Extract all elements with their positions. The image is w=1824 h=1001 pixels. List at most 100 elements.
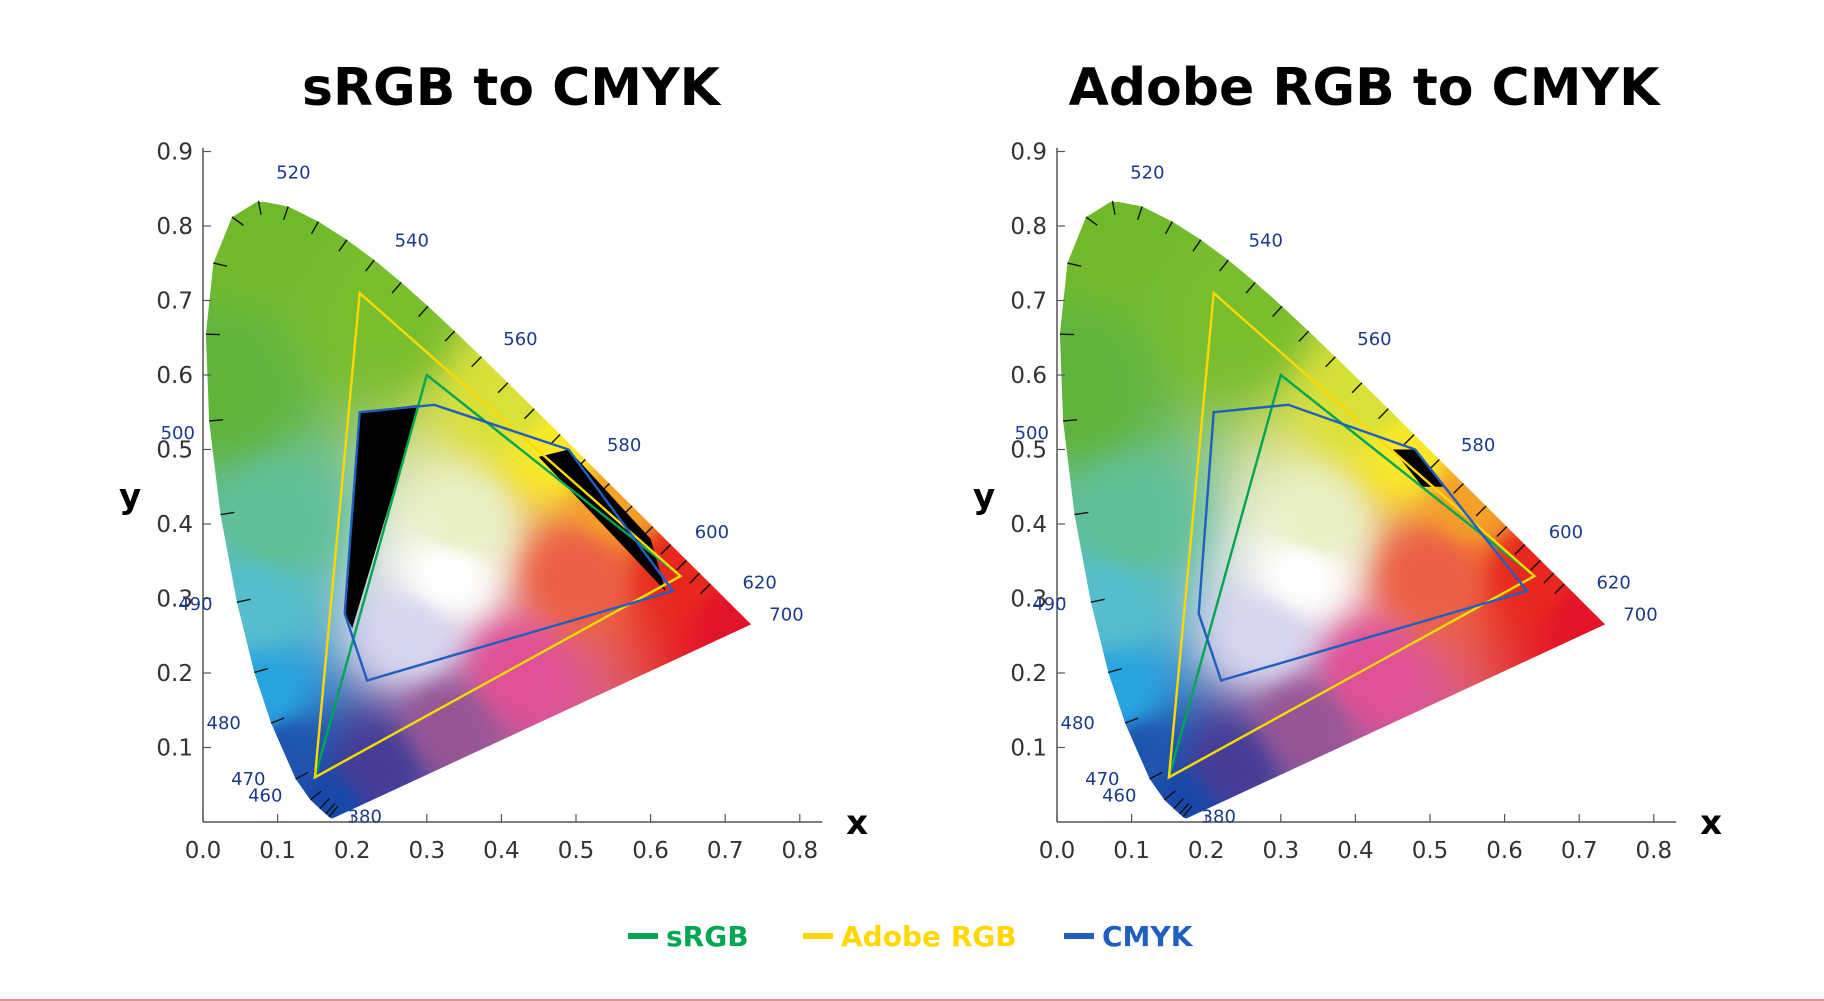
- y-tick-label: 0.8: [156, 214, 193, 240]
- wavelength-tick: [236, 598, 251, 603]
- wavelength-label-500: 500: [161, 423, 195, 444]
- gamut-outline-cmyk: [1197, 403, 1530, 682]
- wavelength-tick: [1428, 458, 1440, 470]
- wavelength-label-700: 700: [769, 605, 803, 626]
- wavelength-label-600: 600: [1549, 522, 1583, 543]
- wavelength-label-560: 560: [503, 329, 537, 350]
- wavelength-tick: [523, 408, 535, 420]
- y-axis-label: y: [973, 477, 995, 517]
- wavelength-tick: [1475, 505, 1487, 517]
- wavelength-tick: [1136, 206, 1143, 220]
- y-tick-label: 0.1: [1010, 736, 1047, 762]
- x-tick-label: 0.4: [1337, 838, 1374, 864]
- wavelength-tick: [1351, 382, 1363, 394]
- wavelength-label-520: 520: [1130, 163, 1164, 184]
- y-tick-label: 0.3: [156, 587, 193, 613]
- wavelength-tick: [1163, 790, 1176, 801]
- y-tick-label: 0.5: [1010, 438, 1047, 464]
- wavelength-tick: [549, 433, 561, 445]
- y-tick-label: 0.7: [1010, 289, 1047, 315]
- x-axis-label: x: [846, 803, 868, 843]
- wavelength-tick: [660, 543, 672, 555]
- wavelength-tick: [254, 667, 268, 674]
- x-tick-label: 0.6: [632, 838, 669, 864]
- bottom-divider: [0, 999, 1824, 1001]
- wavelength-tick: [282, 206, 289, 220]
- y-tick-label: 0.9: [1010, 140, 1047, 166]
- x-tick-label: 0.8: [782, 838, 819, 864]
- y-tick-label: 0.4: [1010, 512, 1047, 538]
- wavelength-tick: [689, 572, 701, 584]
- wavelength-tick: [309, 790, 322, 801]
- wavelength-label-560: 560: [1357, 329, 1391, 350]
- wavelength-tick: [257, 200, 262, 215]
- wavelength-tick: [1530, 559, 1542, 571]
- wavelength-tick: [231, 216, 244, 226]
- y-tick-label: 0.6: [156, 363, 193, 389]
- legend: sRGB Adobe RGB CMYK: [0, 916, 1824, 956]
- wavelength-tick: [310, 221, 320, 235]
- x-tick-label: 0.7: [1561, 838, 1598, 864]
- wavelength-tick: [1164, 221, 1174, 235]
- wavelength-tick: [1325, 356, 1336, 368]
- wavelength-label-580: 580: [1461, 435, 1495, 456]
- gamut-gradient-image: [205, 202, 752, 819]
- legend-item-adobe-rgb: Adobe RGB: [803, 916, 1017, 956]
- legend-label-adobe-rgb: Adobe RGB: [841, 919, 1017, 953]
- wavelength-tick: [1182, 805, 1193, 818]
- legend-item-srgb: sRGB: [628, 916, 749, 956]
- y-tick-label: 0.2: [1010, 661, 1047, 687]
- x-tick-label: 0.1: [1113, 838, 1150, 864]
- wavelength-label-520: 520: [276, 163, 310, 184]
- x-tick-label: 0.8: [1636, 838, 1673, 864]
- wavelength-tick: [1090, 598, 1105, 603]
- wavelength-tick: [338, 239, 348, 252]
- wavelength-tick: [1514, 543, 1526, 555]
- x-tick-label: 0.2: [334, 838, 371, 864]
- spectral-locus-fill: [1059, 202, 1606, 819]
- wavelength-label-540: 540: [395, 230, 429, 251]
- wavelength-tick: [1173, 798, 1184, 810]
- wavelength-tick: [1192, 239, 1202, 252]
- y-tick-label: 0.9: [156, 140, 193, 166]
- y-tick-label: 0.3: [1010, 587, 1047, 613]
- x-tick-label: 0.4: [483, 838, 520, 864]
- x-tick-label: 0.0: [185, 838, 222, 864]
- wavelength-label-460: 460: [1102, 786, 1136, 807]
- wavelength-tick: [418, 305, 429, 318]
- y-tick-label: 0.4: [156, 512, 193, 538]
- wavelength-tick: [365, 259, 375, 272]
- wavelength-tick: [213, 262, 228, 267]
- wavelength-tick: [497, 382, 509, 394]
- wavelength-tick: [270, 717, 285, 724]
- x-tick-label: 0.3: [1263, 838, 1300, 864]
- wavelength-tick: [1124, 717, 1139, 724]
- wavelength-tick: [1272, 305, 1283, 318]
- x-tick-label: 0.5: [558, 838, 595, 864]
- x-tick-label: 0.2: [1188, 838, 1225, 864]
- legend-label-cmyk: CMYK: [1102, 919, 1193, 953]
- wavelength-label-620: 620: [1596, 573, 1630, 594]
- y-tick-label: 0.7: [156, 289, 193, 315]
- wavelength-label-480: 480: [207, 713, 241, 734]
- out-of-gamut-region: [538, 449, 666, 591]
- wavelength-tick: [471, 356, 482, 368]
- wavelength-tick: [1085, 216, 1098, 226]
- out-of-gamut-region: [344, 404, 420, 629]
- x-tick-label: 0.6: [1486, 838, 1523, 864]
- wavelength-tick: [1377, 408, 1389, 420]
- wavelength-tick: [1149, 771, 1163, 780]
- wavelength-label-490: 490: [178, 594, 212, 615]
- wavelength-label-620: 620: [742, 573, 776, 594]
- wavelength-tick: [1067, 262, 1082, 267]
- wavelength-label-490: 490: [1032, 594, 1066, 615]
- y-tick-label: 0.2: [156, 661, 193, 687]
- wavelength-label-700: 700: [1623, 605, 1657, 626]
- gamut-outline-cmyk: [343, 403, 675, 682]
- cie-diagram-adobe-rgb-to-cmyk: 0.0 0.1 0.2 0.3 0.4 0.5 0.6 0.7 0.8 0.1 0.2 0.3 0.4 0…: [973, 140, 1722, 865]
- wavelength-label-600: 600: [695, 522, 729, 543]
- y-tick-label: 0.8: [1010, 214, 1047, 240]
- x-tick-label: 0.7: [707, 838, 744, 864]
- gamut-gradient-image: [1059, 202, 1606, 819]
- wavelength-tick: [699, 583, 711, 595]
